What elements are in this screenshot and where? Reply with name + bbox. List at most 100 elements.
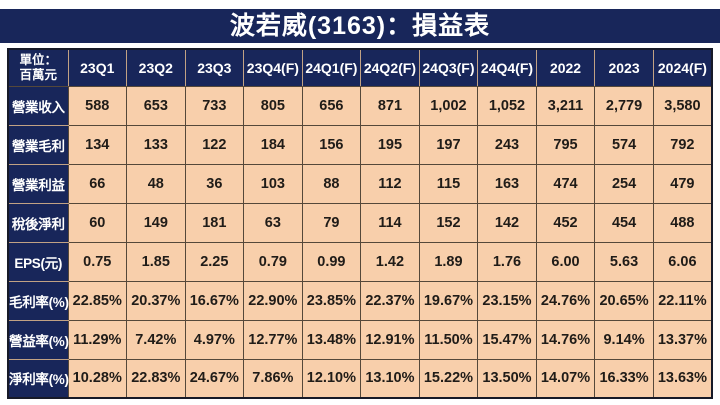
table-cell: 184 [243,124,303,165]
table-cell: 795 [535,124,596,165]
table-cell: 48 [126,163,186,204]
table-row: 營益率(%) 11.29% 7.42% 4.97% 12.77% 13.48% 12.91%… [7,319,713,360]
table-cell: 6.06 [652,241,713,282]
table-cell: 103 [243,163,303,204]
table-cell: 22.37% [360,280,420,321]
table-cell: 9.14% [594,319,654,360]
table-cell: 792 [652,124,713,165]
table-cell: 14.76% [535,319,596,360]
table-cell: 134 [67,124,128,165]
table-cell: 66 [67,163,128,204]
table-cell: 733 [184,85,245,126]
table-cell: 16.33% [594,358,654,399]
table-cell: 12.10% [301,358,362,399]
row-label: 營益率(%) [7,319,69,360]
table-cell: 142 [477,202,537,243]
table-cell: 0.75 [67,241,128,282]
column-header: 23Q4(F) [243,48,303,87]
table-row: 毛利率(%) 22.85% 20.37% 16.67% 22.90% 23.85% 22.3… [7,280,713,321]
table-cell: 479 [652,163,713,204]
column-header: 24Q1(F) [301,48,362,87]
table-cell: 6.00 [535,241,596,282]
table-cell: 3,580 [652,85,713,126]
table-row: 營業利益 66 48 36 103 88 112 115 163 474 254 479 [7,163,713,204]
table-cell: 195 [360,124,420,165]
income-statement-table: 單位： 百萬元 23Q1 23Q2 23Q3 23Q4(F) 24Q1(F) 24Q2(F… [7,48,713,399]
table-cell: 19.67% [418,280,479,321]
table-cell: 16.67% [184,280,245,321]
table-cell: 15.47% [477,319,537,360]
table-cell: 243 [477,124,537,165]
table-cell: 163 [477,163,537,204]
table-cell: 156 [301,124,362,165]
table-cell: 197 [418,124,479,165]
table-cell: 22.11% [652,280,713,321]
table-cell: 24.67% [184,358,245,399]
row-label: 營業收入 [7,85,69,126]
table-row: 稅後淨利 60 149 181 63 79 114 152 142 452 454 488 [7,202,713,243]
table-cell: 23.85% [301,280,362,321]
table-cell: 3,211 [535,85,596,126]
table-cell: 254 [594,163,654,204]
table-cell: 88 [301,163,362,204]
table-cell: 115 [418,163,479,204]
table-cell: 14.07% [535,358,596,399]
table-cell: 152 [418,202,479,243]
unit-label: 單位： 百萬元 [7,48,69,87]
table-cell: 13.10% [360,358,420,399]
column-header: 2023 [594,48,654,87]
column-header: 24Q4(F) [477,48,537,87]
table-cell: 15.22% [418,358,479,399]
table-cell: 656 [301,85,362,126]
table-cell: 4.97% [184,319,245,360]
table-cell: 114 [360,202,420,243]
table-cell: 2.25 [184,241,245,282]
row-label: 稅後淨利 [7,202,69,243]
table-cell: 122 [184,124,245,165]
table-cell: 574 [594,124,654,165]
column-header: 23Q1 [67,48,128,87]
table-cell: 13.48% [301,319,362,360]
table-cell: 1.85 [126,241,186,282]
table-cell: 23.15% [477,280,537,321]
table-cell: 871 [360,85,420,126]
table-cell: 11.50% [418,319,479,360]
table-cell: 5.63 [594,241,654,282]
table-cell: 79 [301,202,362,243]
table-cell: 1.89 [418,241,479,282]
column-header: 23Q2 [126,48,186,87]
column-header: 2022 [535,48,596,87]
table-row: 營業毛利 134 133 122 184 156 195 197 243 795 574 792 [7,124,713,165]
column-header: 24Q2(F) [360,48,420,87]
title-bar: 波若威(3163)：損益表 [0,9,720,43]
table-cell: 24.76% [535,280,596,321]
table-row: 營業收入 588 653 733 805 656 871 1,002 1,052 3,211 2,7… [7,85,713,126]
table-cell: 22.90% [243,280,303,321]
table-cell: 0.99 [301,241,362,282]
table-cell: 133 [126,124,186,165]
table-body: 營業收入 588 653 733 805 656 871 1,002 1,052 3,211 2,7… [7,85,713,399]
table-cell: 474 [535,163,596,204]
row-label: 毛利率(%) [7,280,69,321]
table-cell: 1,002 [418,85,479,126]
table-cell: 10.28% [67,358,128,399]
unit-label-line1: 單位： [19,52,57,67]
table-cell: 13.63% [652,358,713,399]
table-cell: 22.83% [126,358,186,399]
column-header: 23Q3 [184,48,245,87]
table-cell: 20.65% [594,280,654,321]
table-cell: 12.77% [243,319,303,360]
table-cell: 13.37% [652,319,713,360]
table-cell: 149 [126,202,186,243]
table-row: 淨利率(%) 10.28% 22.83% 24.67% 7.86% 12.10% 13.10… [7,358,713,399]
table-cell: 488 [652,202,713,243]
table-row: EPS(元) 0.75 1.85 2.25 0.79 0.99 1.42 1.89 1.76 6.… [7,241,713,282]
table-cell: 0.79 [243,241,303,282]
table-cell: 36 [184,163,245,204]
table-cell: 7.42% [126,319,186,360]
table-cell: 588 [67,85,128,126]
table-cell: 63 [243,202,303,243]
table-cell: 653 [126,85,186,126]
table-cell: 1.42 [360,241,420,282]
column-header: 24Q3(F) [418,48,479,87]
